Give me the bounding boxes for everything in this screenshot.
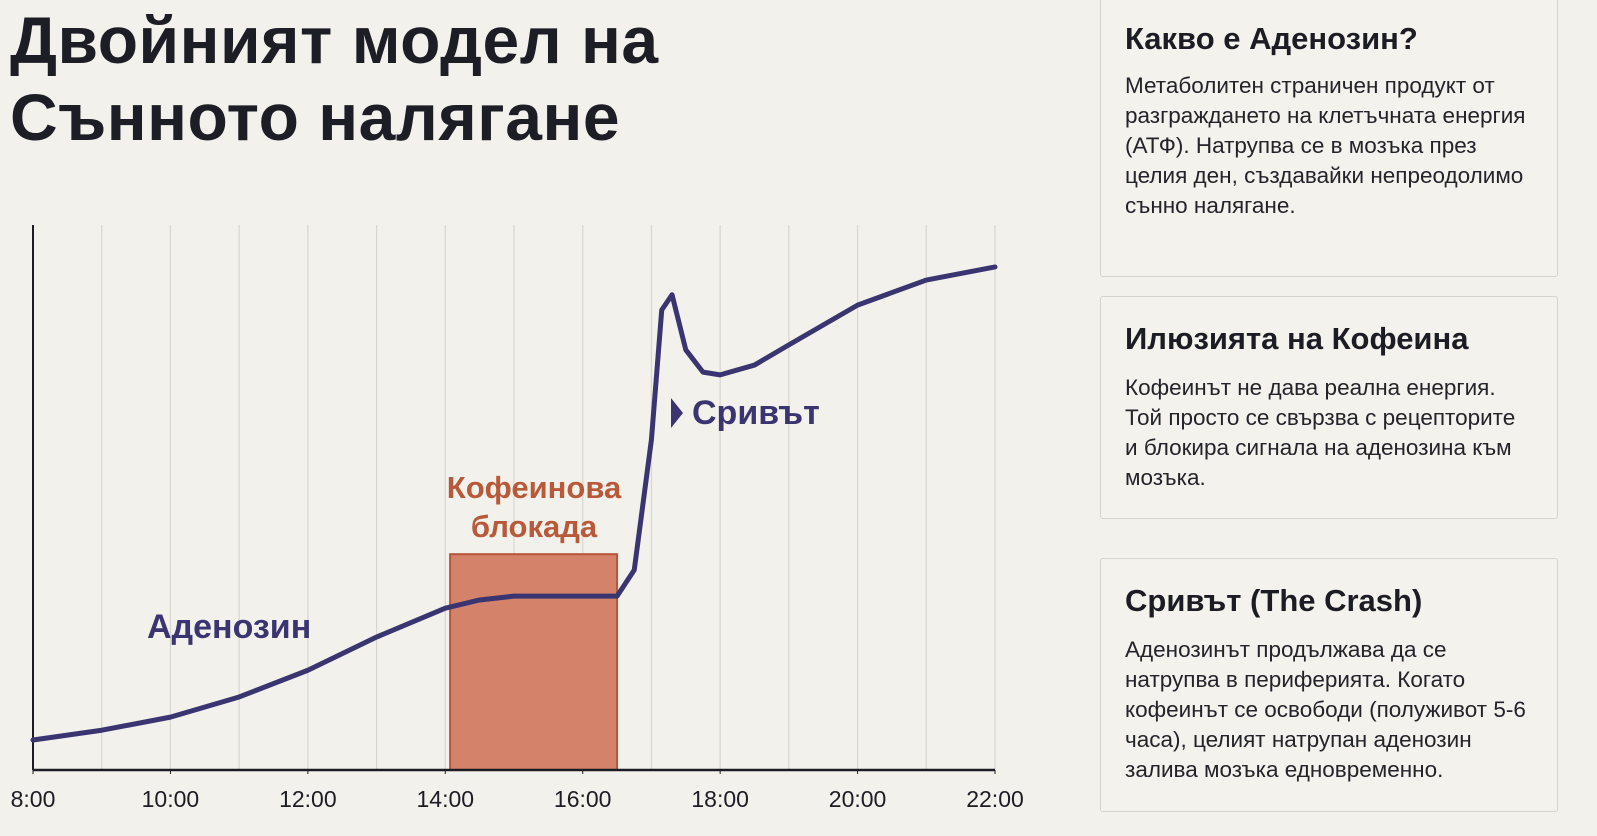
- card: Сривът (The Crash) Аденозинът продължава…: [1100, 558, 1558, 812]
- chart-title: Двойният модел на Сънното налягане: [10, 3, 659, 154]
- x-tick-label: 20:00: [829, 786, 887, 812]
- x-tick-label: 10:00: [142, 786, 200, 812]
- x-tick-label: 14:00: [417, 786, 475, 812]
- card: Какво е Аденозин? Метаболитен страничен …: [1100, 0, 1558, 277]
- card-title: Сривът (The Crash): [1125, 583, 1423, 618]
- x-tick-label: 18:00: [691, 786, 749, 812]
- x-tick-label: 16:00: [554, 786, 612, 812]
- card-body: Аденозинът продължава да се натрупва в п…: [1125, 637, 1526, 782]
- card-title: Какво е Аденозин?: [1125, 21, 1418, 56]
- line: [30, 264, 998, 743]
- card-body: Метаболитен страничен продукт от разграж…: [1125, 73, 1526, 218]
- card: Илюзията на Кофеина Кофеинът не дава реа…: [1100, 296, 1558, 519]
- crash-label: Сривът: [692, 394, 820, 432]
- block-label: Кофеинова блокада: [446, 470, 622, 544]
- card-body: Кофеинът не дава реална енергия. Той про…: [1125, 375, 1516, 490]
- x-tick-label: 22:00: [966, 786, 1024, 812]
- crash-marker: [671, 398, 683, 428]
- series-label: Аденозин: [147, 608, 312, 646]
- x-tick-label: 8:00: [11, 786, 56, 812]
- card-title: Илюзията на Кофеина: [1125, 321, 1469, 356]
- block: [449, 553, 619, 771]
- chart: 8:00 10:00 12:00 14:00 16:00 18:00 20:00 22:00: [11, 225, 1024, 812]
- x-tick-label: 12:00: [279, 786, 337, 812]
